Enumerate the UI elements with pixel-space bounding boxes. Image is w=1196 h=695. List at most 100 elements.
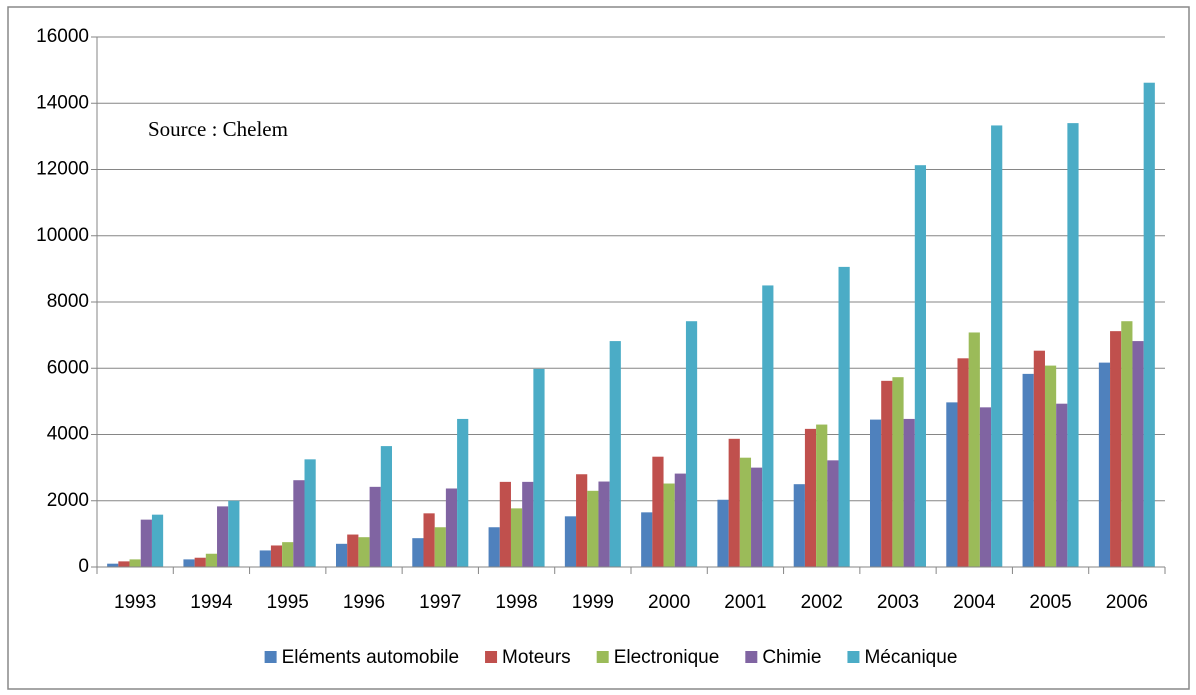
bar [576, 474, 588, 567]
x-tick-label: 1996 [343, 592, 385, 613]
bar [129, 559, 141, 567]
bar [816, 424, 828, 567]
bar [946, 402, 958, 567]
x-tick-label: 1999 [572, 592, 614, 613]
x-tick-label: 2000 [648, 592, 690, 613]
bar [804, 428, 817, 567]
bar [979, 407, 992, 567]
legend-label: Eléments automobile [282, 647, 459, 668]
x-tick-label: 2005 [1029, 592, 1071, 613]
y-tick-label: 8000 [47, 291, 89, 312]
bar [587, 490, 599, 567]
bar [488, 527, 500, 567]
bar [380, 446, 392, 567]
bar [304, 459, 316, 567]
bar [1132, 341, 1144, 567]
x-tick-label: 1993 [114, 592, 156, 613]
x-tick-label: 1997 [419, 592, 461, 613]
x-tick-label: 1994 [190, 592, 233, 613]
bar [1044, 365, 1057, 567]
bar [522, 481, 534, 567]
y-tick-label: 2000 [47, 490, 89, 511]
legend-label: Moteurs [502, 647, 571, 668]
bar [336, 543, 348, 567]
legend-swatch [596, 651, 609, 663]
bar [762, 285, 774, 567]
bar [1098, 362, 1111, 567]
bar [685, 321, 698, 567]
legend-label: Mécanique [864, 647, 957, 668]
bar [1056, 403, 1068, 567]
y-tick-label: 0 [78, 556, 89, 577]
bar [205, 553, 218, 567]
bar [1110, 331, 1122, 567]
bar [609, 341, 621, 567]
legend-label: Chimie [762, 647, 821, 668]
chart-border [7, 6, 1190, 690]
legend-swatch [264, 651, 277, 663]
bar [968, 332, 980, 567]
bar [358, 537, 370, 567]
bar [412, 538, 424, 567]
bar [674, 473, 686, 567]
y-tick-label: 10000 [36, 225, 89, 246]
bar [598, 481, 610, 567]
bar [183, 559, 195, 567]
bar [739, 457, 752, 567]
bar [457, 418, 469, 567]
legend-swatch [485, 651, 498, 663]
bar [881, 380, 893, 567]
bar [217, 506, 229, 567]
bar [652, 456, 664, 567]
bar [991, 125, 1003, 567]
bar [892, 377, 904, 567]
bar [194, 557, 206, 567]
bar [259, 550, 271, 567]
bar [1022, 373, 1034, 567]
x-tick-label: 2006 [1106, 592, 1148, 613]
x-tick-label: 2002 [801, 592, 843, 613]
bar [751, 467, 763, 567]
bar [270, 545, 283, 567]
x-tick-label: 2001 [724, 592, 766, 613]
bar [838, 266, 850, 567]
bar [663, 483, 675, 567]
x-tick-label: 1998 [495, 592, 537, 613]
annotation: Source : Chelem [148, 117, 288, 141]
bar [510, 508, 523, 567]
bar [445, 488, 458, 567]
bar [369, 486, 381, 567]
legend-swatch [745, 651, 758, 663]
bar [423, 513, 435, 567]
bar [1067, 123, 1079, 567]
y-tick-label: 4000 [47, 424, 89, 445]
bar [870, 419, 882, 567]
x-tick-label: 2004 [953, 592, 996, 613]
y-tick-label: 14000 [36, 92, 89, 113]
bar [533, 368, 545, 567]
bar [1121, 321, 1133, 567]
bar [914, 165, 926, 567]
bar [564, 516, 577, 567]
bar [793, 484, 805, 567]
bar [499, 481, 511, 567]
legend-swatch [847, 651, 860, 663]
bar [434, 527, 446, 567]
bar [717, 499, 729, 567]
x-tick-label: 1995 [267, 592, 309, 613]
bar [1143, 82, 1155, 568]
bar [641, 512, 653, 567]
bar [107, 563, 119, 567]
bar [151, 514, 164, 567]
bar [118, 561, 130, 567]
bar [347, 534, 359, 567]
legend-label: Electronique [614, 647, 720, 668]
y-tick-label: 6000 [47, 357, 89, 378]
bar [293, 480, 305, 567]
bar [728, 438, 740, 567]
bar [903, 418, 915, 567]
bar [140, 519, 152, 567]
y-tick-label: 12000 [36, 159, 89, 180]
